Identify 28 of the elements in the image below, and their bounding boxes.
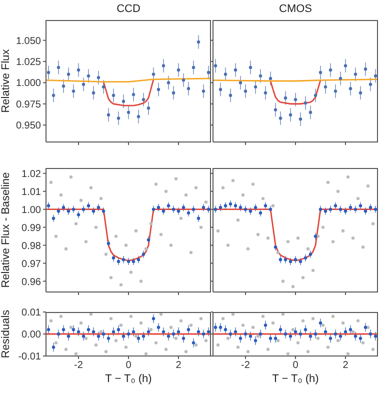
y-tick-label: 0.00 bbox=[22, 330, 42, 341]
y-tick-label: 1.01 bbox=[22, 186, 42, 198]
y-tick-label: 0.96 bbox=[22, 276, 42, 288]
y-axis-title: Residuals bbox=[0, 309, 12, 358]
chart-title: CCD bbox=[116, 3, 142, 15]
x-tick-label: 0 bbox=[126, 360, 132, 372]
x-tick-label: 2 bbox=[176, 360, 182, 372]
x-tick-label: -2 bbox=[74, 360, 84, 372]
y-tick-label: 1.050 bbox=[16, 36, 42, 47]
y-tick-label: -0.01 bbox=[18, 352, 42, 363]
x-tick-label: 0 bbox=[292, 360, 299, 372]
y-tick-label: 1.000 bbox=[16, 78, 42, 90]
y-tick-label: 1.00 bbox=[22, 204, 42, 216]
y-tick-label: 0.975 bbox=[16, 99, 42, 110]
y-tick-label: 1.025 bbox=[16, 57, 42, 68]
y-tick-label: 0.99 bbox=[22, 222, 42, 234]
x-axis-title: T − T₀ (h) bbox=[271, 373, 320, 385]
chart-title: CMOS bbox=[278, 3, 313, 15]
x-tick-label: 2 bbox=[342, 360, 349, 372]
y-tick-label: 0.950 bbox=[16, 120, 42, 132]
y-tick-label: 0.98 bbox=[22, 240, 42, 252]
y-tick-label: 1.02 bbox=[22, 168, 42, 180]
y-axis-title: Relative Flux bbox=[0, 48, 12, 113]
x-axis-title: T − T₀ (h) bbox=[104, 373, 153, 385]
y-axis-title: Relative Flux - Baseline bbox=[0, 172, 12, 288]
y-tick-label: 0.97 bbox=[22, 258, 42, 270]
y-tick-label: 0.01 bbox=[22, 308, 42, 319]
x-tick-label: -2 bbox=[241, 360, 250, 372]
